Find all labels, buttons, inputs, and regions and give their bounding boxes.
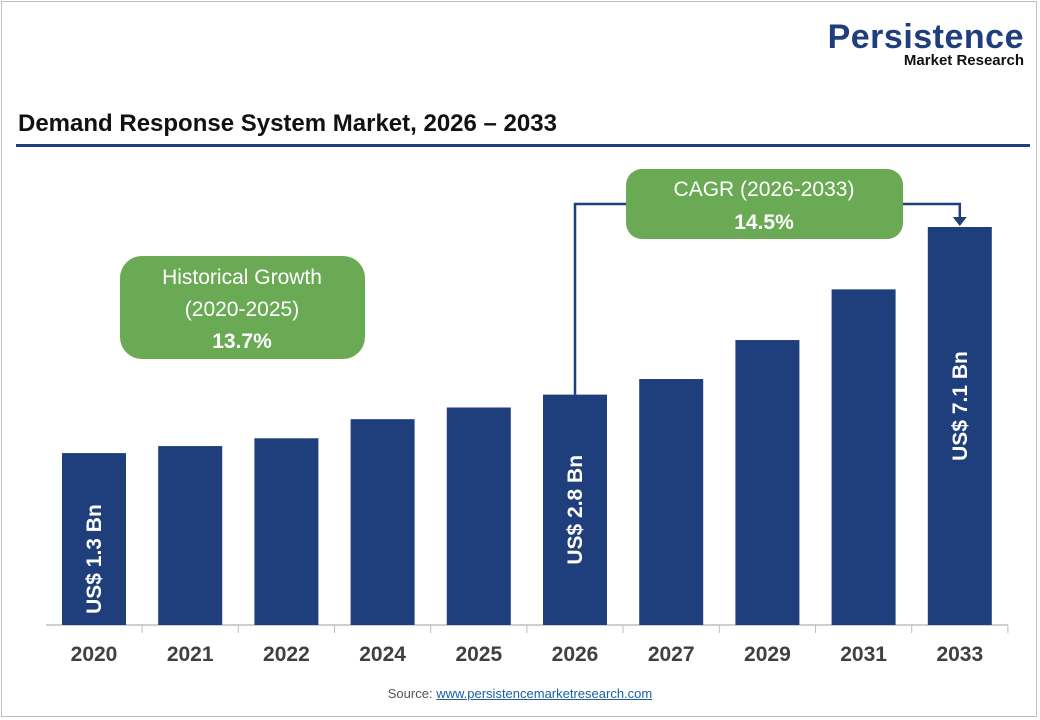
data-label-2026: US$ 2.8 Bn <box>564 455 587 565</box>
bar-2029 <box>735 340 800 625</box>
source-label: Source: <box>387 686 433 701</box>
data-label-2033: US$ 7.1 Bn <box>949 351 972 461</box>
chart-title: Demand Response System Market, 2026 – 20… <box>18 110 557 137</box>
cagr-callout-text-0: CAGR (2026-2033) <box>674 178 855 201</box>
bar-2024 <box>350 419 415 625</box>
bar-2025 <box>446 407 511 625</box>
tick-label-2031: 2031 <box>840 643 887 666</box>
tick-label-2022: 2022 <box>263 643 310 666</box>
bar-2022 <box>254 438 319 625</box>
cagr-callout-text-1: 14.5% <box>734 211 794 234</box>
tick-label-2029: 2029 <box>744 643 791 666</box>
tick-label-2025: 2025 <box>455 643 502 666</box>
bar-2026 <box>543 394 607 625</box>
historical-callout-text-0: Historical Growth <box>162 266 322 289</box>
tick-label-2024: 2024 <box>359 643 406 666</box>
tick-label-2033: 2033 <box>936 643 983 666</box>
bar-2027 <box>639 379 704 625</box>
title-divider <box>16 144 1030 147</box>
historical-growth-callout <box>120 256 365 359</box>
brand-logo: Persistence Market Research <box>828 20 1024 68</box>
historical-callout-text-1: (2020-2025) <box>185 298 299 321</box>
cagr-arrow-icon <box>952 217 967 226</box>
tick-label-2026: 2026 <box>552 643 599 666</box>
logo-line2: Market Research <box>903 52 1024 69</box>
bar-2031 <box>831 289 896 625</box>
source-link[interactable]: www.persistencemarketresearch.com <box>436 686 653 701</box>
historical-callout-text-2: 13.7% <box>212 330 272 353</box>
bar-2020 <box>62 453 126 625</box>
cagr-callout <box>626 169 903 239</box>
tick-label-2021: 2021 <box>167 643 214 666</box>
tick-label-2020: 2020 <box>71 643 118 666</box>
source-note: Source: www.persistencemarketresearch.co… <box>0 686 1040 701</box>
bar-2033 <box>927 227 992 625</box>
logo-line1: Persistence <box>827 18 1024 56</box>
tick-label-2027: 2027 <box>648 643 695 666</box>
data-label-2020: US$ 1.3 Bn <box>83 504 106 614</box>
bar-2021 <box>158 446 223 625</box>
